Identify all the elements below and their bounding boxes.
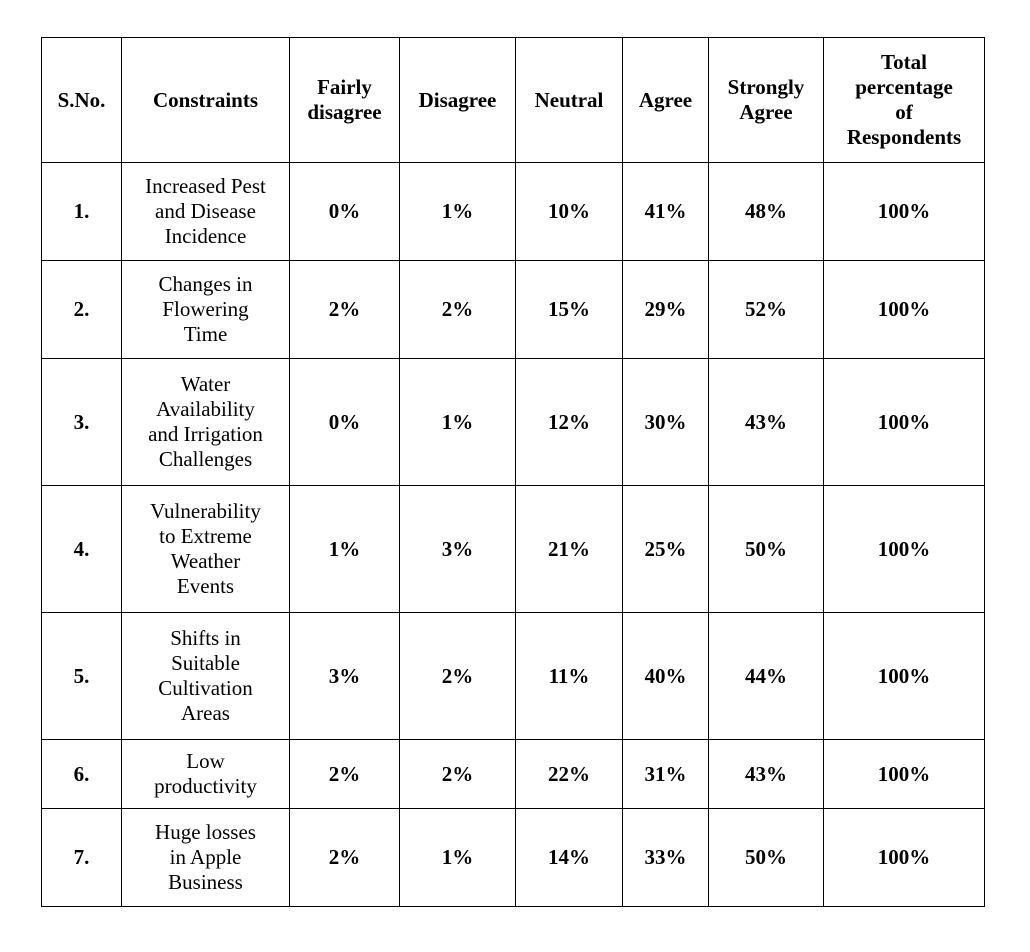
total-cell: 100%: [823, 485, 985, 613]
total-cell: 100%: [823, 260, 985, 359]
strongly-agree-cell: 52%: [708, 260, 824, 359]
constraints-table: S.No. Constraints Fairly disagree Disagr…: [41, 37, 985, 907]
table-row: 5. Shifts in Suitable Cultivation Areas …: [41, 612, 985, 740]
fairly-disagree-cell: 2%: [289, 808, 400, 907]
sno-cell: 3.: [41, 358, 122, 486]
strongly-agree-cell: 50%: [708, 808, 824, 907]
disagree-cell: 1%: [399, 358, 516, 486]
strongly-agree-cell: 43%: [708, 358, 824, 486]
constraint-cell: Low productivity: [121, 739, 290, 809]
column-header-agree: Agree: [622, 37, 709, 163]
total-cell: 100%: [823, 612, 985, 740]
disagree-cell: 3%: [399, 485, 516, 613]
disagree-cell: 2%: [399, 739, 516, 809]
table-row: 2. Changes in Flowering Time 2% 2% 15% 2…: [41, 260, 985, 359]
strongly-agree-cell: 48%: [708, 162, 824, 261]
strongly-agree-cell: 44%: [708, 612, 824, 740]
fairly-disagree-cell: 1%: [289, 485, 400, 613]
table-body: 1. Increased Pest and Disease Incidence …: [41, 162, 985, 907]
neutral-cell: 22%: [515, 739, 623, 809]
sno-cell: 7.: [41, 808, 122, 907]
neutral-cell: 15%: [515, 260, 623, 359]
fairly-disagree-cell: 3%: [289, 612, 400, 740]
sno-cell: 1.: [41, 162, 122, 261]
total-cell: 100%: [823, 739, 985, 809]
column-header-total: Total percentage of Respondents: [823, 37, 985, 163]
agree-cell: 31%: [622, 739, 709, 809]
constraint-cell: Water Availability and Irrigation Challe…: [121, 358, 290, 486]
table-row: 6. Low productivity 2% 2% 22% 31% 43% 10…: [41, 739, 985, 809]
agree-cell: 33%: [622, 808, 709, 907]
header-row: S.No. Constraints Fairly disagree Disagr…: [41, 37, 985, 163]
sno-cell: 2.: [41, 260, 122, 359]
fairly-disagree-cell: 2%: [289, 739, 400, 809]
neutral-cell: 14%: [515, 808, 623, 907]
column-header-disagree: Disagree: [399, 37, 516, 163]
sno-cell: 4.: [41, 485, 122, 613]
strongly-agree-cell: 50%: [708, 485, 824, 613]
disagree-cell: 1%: [399, 808, 516, 907]
neutral-cell: 21%: [515, 485, 623, 613]
neutral-cell: 11%: [515, 612, 623, 740]
constraint-cell: Increased Pest and Disease Incidence: [121, 162, 290, 261]
constraint-cell: Vulnerability to Extreme Weather Events: [121, 485, 290, 613]
column-header-neutral: Neutral: [515, 37, 623, 163]
disagree-cell: 1%: [399, 162, 516, 261]
neutral-cell: 12%: [515, 358, 623, 486]
column-header-fairly-disagree: Fairly disagree: [289, 37, 400, 163]
total-cell: 100%: [823, 162, 985, 261]
constraint-cell: Huge losses in Apple Business: [121, 808, 290, 907]
total-cell: 100%: [823, 808, 985, 907]
fairly-disagree-cell: 2%: [289, 260, 400, 359]
agree-cell: 29%: [622, 260, 709, 359]
fairly-disagree-cell: 0%: [289, 162, 400, 261]
disagree-cell: 2%: [399, 612, 516, 740]
agree-cell: 25%: [622, 485, 709, 613]
neutral-cell: 10%: [515, 162, 623, 261]
column-header-strongly-agree: Strongly Agree: [708, 37, 824, 163]
table-row: 3. Water Availability and Irrigation Cha…: [41, 358, 985, 486]
fairly-disagree-cell: 0%: [289, 358, 400, 486]
disagree-cell: 2%: [399, 260, 516, 359]
constraint-cell: Shifts in Suitable Cultivation Areas: [121, 612, 290, 740]
sno-cell: 6.: [41, 739, 122, 809]
agree-cell: 30%: [622, 358, 709, 486]
table-row: 4. Vulnerability to Extreme Weather Even…: [41, 485, 985, 613]
strongly-agree-cell: 43%: [708, 739, 824, 809]
table-row: 7. Huge losses in Apple Business 2% 1% 1…: [41, 808, 985, 907]
sno-cell: 5.: [41, 612, 122, 740]
table-row: 1. Increased Pest and Disease Incidence …: [41, 162, 985, 261]
table-header: S.No. Constraints Fairly disagree Disagr…: [41, 37, 985, 163]
column-header-sno: S.No.: [41, 37, 122, 163]
column-header-constraints: Constraints: [121, 37, 290, 163]
agree-cell: 40%: [622, 612, 709, 740]
agree-cell: 41%: [622, 162, 709, 261]
total-cell: 100%: [823, 358, 985, 486]
constraint-cell: Changes in Flowering Time: [121, 260, 290, 359]
